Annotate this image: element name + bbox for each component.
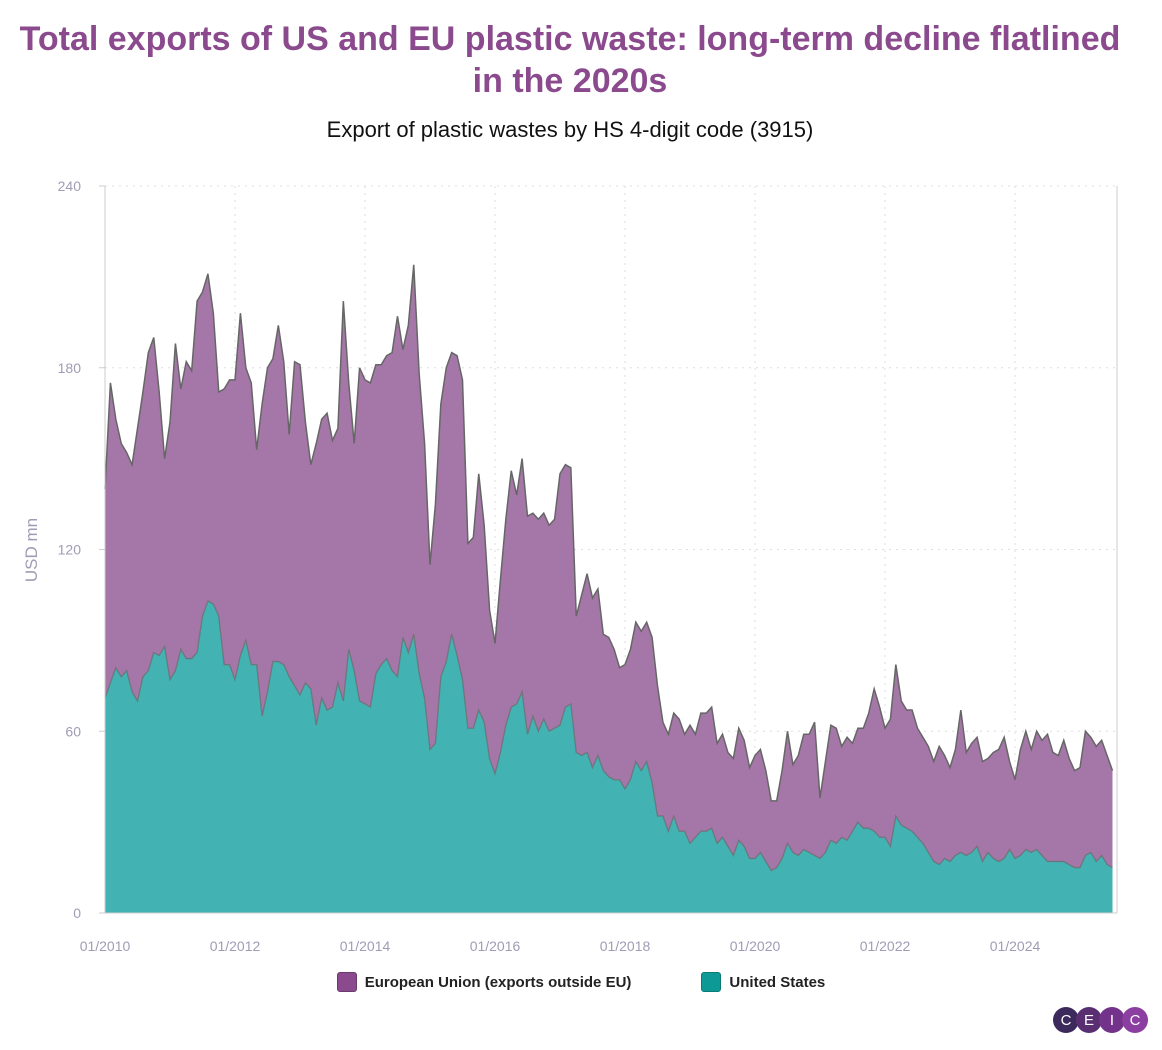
x-tick-label: 01/2018: [600, 938, 651, 954]
y-tick-label: 120: [58, 542, 82, 558]
chart-title: Total exports of US and EU plastic waste…: [19, 20, 1121, 100]
legend-item-eu[interactable]: European Union (exports outside EU): [336, 972, 632, 992]
legend-label-eu: European Union (exports outside EU): [364, 973, 632, 991]
y-tick-label: 180: [58, 360, 82, 376]
legend-label-us: United States: [729, 973, 826, 991]
y-axis-label: USD mn: [22, 518, 41, 582]
x-tick-label: 01/2020: [730, 938, 781, 954]
y-tick-label: 60: [65, 723, 81, 739]
legend-item-us[interactable]: United States: [701, 972, 825, 992]
y-tick-label: 240: [58, 178, 82, 194]
legend: European Union (exports outside EU) Unit…: [0, 972, 1162, 992]
eu-area: [105, 264, 1113, 871]
chart-subtitle: Export of plastic wastes by HS 4-digit c…: [326, 117, 814, 142]
x-tick-label: 01/2010: [80, 938, 131, 954]
us-area: [105, 600, 1113, 913]
us-line: [104, 600, 1113, 872]
x-tick-label: 01/2016: [470, 938, 521, 954]
x-tick-label: 01/2012: [210, 938, 261, 954]
eu-line: [104, 264, 1114, 802]
y-tick-label: 0: [73, 905, 81, 921]
x-tick-label: 01/2022: [860, 938, 911, 954]
us-swatch: [701, 972, 722, 992]
x-tick-label: 01/2024: [990, 938, 1041, 954]
eu-swatch: [336, 972, 357, 992]
x-tick-label: 01/2014: [340, 938, 391, 954]
